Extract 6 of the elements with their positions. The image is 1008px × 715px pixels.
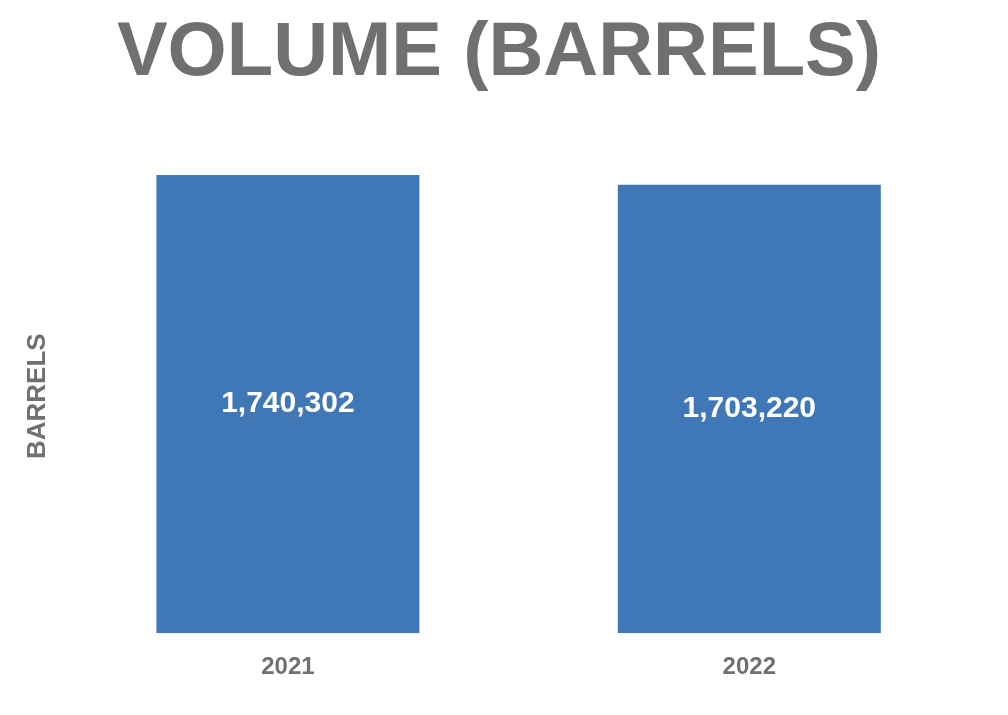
- x-tick-label: 2022: [722, 652, 776, 680]
- x-tick-label: 2021: [261, 652, 315, 680]
- chart-title: VOLUME (BARRELS): [116, 5, 882, 91]
- y-axis-title: BARRELS: [20, 333, 51, 460]
- data-label: 1,703,220: [682, 390, 817, 424]
- data-label: 1,740,302: [221, 385, 355, 419]
